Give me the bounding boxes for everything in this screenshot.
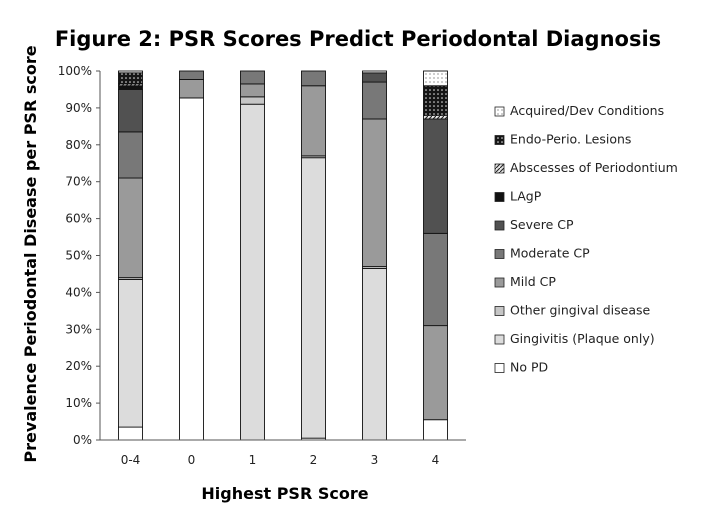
bar-segment (240, 83, 265, 98)
bar-segment (301, 70, 326, 87)
bar-stack (362, 70, 387, 441)
bar-segment (118, 177, 143, 279)
bar-stack (118, 70, 143, 441)
y-tick-label: 30% (65, 322, 92, 336)
legend-item: Acquired/Dev Conditions (494, 103, 664, 118)
bar-segment (118, 72, 143, 85)
legend-item: Mild CP (494, 274, 556, 289)
bar-segment (240, 70, 265, 85)
bar-segment (240, 103, 265, 441)
y-axis: 0% 10% 20% 30% 40% 50% 60% 70% 80% 90% 100% (58, 64, 101, 447)
legend-swatch (494, 192, 505, 202)
x-axis-label: Highest PSR Score (201, 484, 368, 503)
legend-swatch (494, 334, 505, 345)
legend-item: Moderate CP (494, 246, 590, 261)
bar-segment (118, 88, 143, 133)
legend-label: Severe CP (510, 217, 574, 232)
y-axis-label: Prevalence Periodontal Disease per PSR s… (21, 45, 40, 462)
legend-item: LAgP (494, 189, 542, 204)
bar-stack (179, 70, 204, 441)
legend-item: Abscesses of Periodontium (494, 160, 678, 175)
legend-item: Other gingival disease (494, 303, 650, 318)
legend-label: Mild CP (510, 274, 556, 289)
bar-segment (118, 70, 143, 74)
legend-item: Endo-Perio. Lesions (494, 132, 631, 147)
legend-swatch (494, 249, 505, 259)
x-tick-label: 3 (371, 453, 379, 467)
y-tick-label: 0% (73, 433, 92, 447)
bar-segment (423, 118, 448, 234)
bar-segment (301, 85, 326, 157)
y-tick-label: 90% (65, 101, 92, 115)
bar-stack (423, 70, 448, 441)
bar-segment (362, 72, 387, 83)
legend-swatch (494, 106, 505, 117)
bar-segment (423, 85, 448, 116)
bar-segment (423, 419, 448, 441)
bar-segment (362, 267, 387, 441)
legend-swatch (494, 220, 505, 231)
bar-segment (118, 85, 143, 90)
legend-swatch (494, 277, 505, 288)
y-tick-label: 70% (65, 175, 92, 189)
x-tick-label: 1 (249, 453, 257, 467)
legend-swatch (494, 363, 505, 373)
legend-label: Acquired/Dev Conditions (510, 103, 664, 118)
legend-label: LAgP (510, 189, 542, 204)
y-tick-label: 20% (65, 359, 92, 373)
bar-segment (179, 97, 204, 441)
legend-item: Severe CP (494, 217, 574, 232)
bar-stack (301, 70, 326, 441)
bar-segment (423, 232, 448, 327)
bar-segment (301, 157, 326, 439)
bar-segment (423, 325, 448, 421)
bar-segment (179, 79, 204, 99)
legend-swatch (494, 135, 505, 145)
y-tick-label: 80% (65, 138, 92, 152)
bar-segment (118, 279, 143, 428)
bar-segment (362, 118, 387, 268)
bar-segment (240, 96, 265, 105)
bar-segment (179, 70, 204, 80)
y-tick-label: 50% (65, 249, 92, 263)
bar-stack (240, 70, 265, 441)
legend-label: Abscesses of Periodontium (510, 160, 678, 175)
legend-label: No PD (510, 360, 548, 375)
legend-label: Endo-Perio. Lesions (510, 132, 631, 147)
x-tick-label: 0-4 (121, 453, 141, 467)
y-tick-label: 60% (65, 212, 92, 226)
bar-segment (118, 131, 143, 179)
bar-segment (118, 426, 143, 441)
legend-item: No PD (494, 360, 548, 375)
bar-segment (362, 70, 387, 74)
y-tick-label: 40% (65, 285, 92, 299)
legend-swatch (494, 306, 505, 316)
bar-segment (423, 70, 448, 87)
legend-label: Other gingival disease (510, 303, 650, 318)
legend-label: Moderate CP (510, 246, 590, 261)
x-axis: 0-4 0 1 2 3 4 (100, 439, 466, 467)
x-tick-label: 2 (310, 453, 318, 467)
x-tick-label: 4 (432, 453, 440, 467)
legend: Acquired/Dev Conditions Endo-Perio. Lesio… (494, 103, 678, 375)
x-tick-label: 0 (188, 453, 196, 467)
bar-segment (362, 81, 387, 120)
legend-label: Gingivitis (Plaque only) (510, 331, 655, 346)
y-tick-label: 100% (58, 64, 92, 78)
bar-stacks (118, 70, 448, 441)
bar-segment (423, 114, 448, 120)
legend-item: Gingivitis (Plaque only) (494, 331, 655, 346)
chart-title: Figure 2: PSR Scores Predict Periodontal… (55, 27, 661, 51)
y-tick-label: 10% (65, 396, 92, 410)
legend-swatch (494, 163, 505, 174)
